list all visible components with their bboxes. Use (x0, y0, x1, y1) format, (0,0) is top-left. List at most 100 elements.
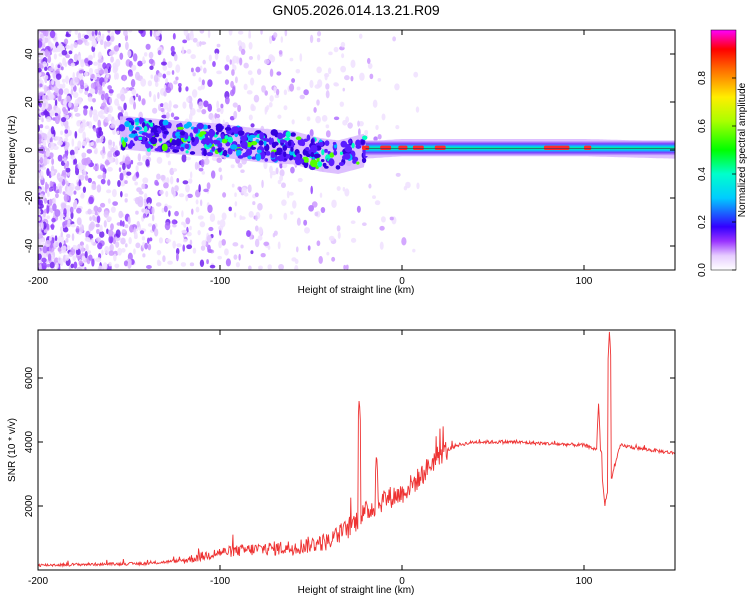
spectrogram-ridge-blob (250, 141, 258, 146)
spectrogram-ridge-blob (225, 141, 231, 147)
spectrogram-noise-blob (339, 101, 345, 107)
spectrogram-noise-blob (73, 190, 77, 195)
spectrogram-ridge-blob (179, 134, 186, 138)
spectrogram-noise-blob (292, 200, 297, 209)
spectrogram-noise-blob (394, 83, 400, 91)
spectrogram-x-tick-label: -200 (28, 276, 48, 287)
spectrogram-noise-blob (186, 231, 192, 237)
spectrogram-noise-blob (358, 120, 364, 127)
spectrogram-ridge-blob (310, 144, 318, 153)
spectrogram-noise-blob (63, 38, 69, 45)
spectrogram-noise-blob (155, 202, 162, 207)
spectrogram-noise-blob (96, 184, 102, 193)
spectrogram-noise-blob (341, 53, 345, 59)
spectrogram-noise-blob (196, 41, 201, 47)
spectrogram-ridge-blob (143, 125, 148, 133)
spectrogram-noise-blob (135, 242, 141, 249)
spectrogram-noise-blob (135, 165, 139, 172)
spectrogram-noise-blob (51, 133, 54, 138)
spectrogram-ridge-blob (249, 136, 253, 142)
spectrogram-noise-blob (182, 101, 187, 109)
spectrogram-noise-blob (100, 93, 105, 101)
spectrogram-noise-blob (108, 89, 114, 94)
spectrogram-noise-blob (41, 222, 44, 230)
spectrogram-noise-blob (186, 49, 192, 55)
spectrogram-noise-blob (77, 140, 82, 149)
spectrogram-noise-blob (238, 253, 241, 261)
spectrogram-noise-blob (198, 184, 201, 193)
spectrogram-noise-blob (240, 48, 246, 56)
spectrogram-noise-blob (257, 202, 263, 211)
spectrogram-noise-blob (40, 166, 47, 170)
spectrogram-noise-blob (107, 150, 113, 158)
spectrogram-noise-blob (110, 56, 114, 63)
spectrogram-noise-blob (317, 31, 322, 37)
spectrogram-noise-blob (156, 173, 161, 180)
spectrogram-noise-blob (316, 37, 321, 43)
spectrogram-noise-blob (40, 34, 44, 39)
spectrogram-noise-blob (74, 130, 78, 139)
spectrogram-noise-blob (73, 158, 78, 165)
spectrogram-noise-blob (81, 158, 87, 166)
spectrogram-noise-blob (260, 30, 263, 35)
spectrogram-noise-blob (76, 39, 83, 45)
spectrogram-ridge-blob (220, 133, 225, 140)
spectrogram-noise-blob (51, 254, 54, 262)
spectrogram-noise-blob (97, 138, 104, 143)
spectrogram-noise-blob (190, 54, 196, 60)
spectrogram-noise-blob (325, 83, 330, 90)
spectrogram-noise-blob (182, 180, 189, 185)
spectrogram-noise-blob (63, 208, 67, 217)
spectrogram-noise-blob (121, 220, 125, 227)
colorbar-tick-label: 0.8 (697, 71, 708, 85)
spectrogram-noise-blob (87, 54, 94, 61)
spectrogram-noise-blob (84, 174, 89, 181)
spectrogram-noise-blob (254, 225, 259, 232)
spectrogram-noise-blob (207, 79, 213, 88)
spectrogram-noise-blob (153, 94, 157, 103)
spectrogram-noise-blob (81, 119, 86, 124)
spectrogram-noise-blob (120, 248, 126, 253)
spectrogram-noise-blob (65, 54, 70, 59)
spectrogram-noise-blob (198, 167, 204, 172)
spectrogram-noise-blob (92, 98, 96, 103)
spectrogram-noise-blob (102, 171, 106, 180)
spectrogram-noise-blob (129, 96, 135, 105)
spectrogram-noise-blob (112, 188, 117, 198)
spectrogram-noise-blob (247, 70, 253, 76)
spectrogram-noise-blob (85, 41, 90, 46)
spectrogram-noise-blob (76, 266, 82, 270)
spectrogram-noise-blob (41, 238, 45, 243)
spectrogram-noise-blob (185, 184, 190, 193)
spectrogram-noise-blob (42, 94, 46, 101)
spectrogram-noise-blob (380, 216, 386, 223)
spectrogram-noise-blob (54, 209, 61, 217)
spectrogram-noise-blob (94, 30, 98, 36)
spectrogram-noise-blob (315, 115, 322, 124)
spectrogram-noise-blob (195, 206, 200, 213)
spectrogram-noise-blob (268, 101, 273, 108)
spectrogram-noise-blob (147, 243, 152, 251)
spectrogram-noise-blob (63, 88, 70, 95)
spectrogram-noise-blob (80, 193, 85, 199)
spectrogram-noise-blob (283, 212, 288, 221)
spectrogram-ridge-blob (355, 144, 362, 149)
spectrogram-noise-blob (217, 220, 221, 225)
spectrogram-noise-blob (43, 30, 47, 37)
spectrogram-noise-blob (350, 220, 356, 225)
spectrogram-noise-blob (192, 37, 198, 43)
spectrogram-noise-blob (64, 122, 69, 130)
spectrogram-noise-blob (38, 124, 41, 133)
spectrogram-noise-blob (72, 255, 77, 261)
spectrogram-noise-blob (89, 109, 93, 118)
spectrogram-ridge-blob (253, 131, 258, 136)
spectrogram-noise-blob (208, 226, 214, 232)
spectrogram-noise-blob (258, 226, 263, 235)
spectrogram-noise-blob (49, 109, 53, 117)
spectrogram-noise-blob (350, 75, 354, 82)
spectrogram-noise-blob (70, 223, 76, 228)
spectrogram-noise-blob (192, 247, 197, 254)
spectrogram-noise-blob (77, 162, 82, 170)
spectrogram-noise-blob (69, 206, 74, 214)
spectrogram-noise-blob (243, 62, 249, 69)
